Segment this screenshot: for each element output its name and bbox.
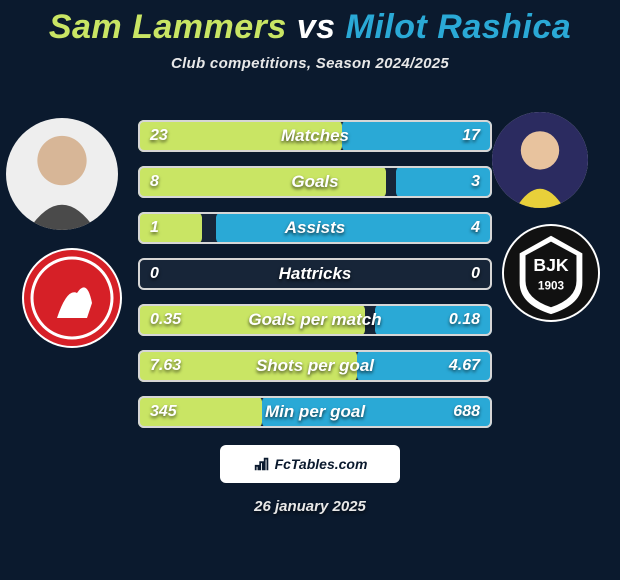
bar-fill-player2	[396, 166, 492, 198]
stat-row: 7.634.67Shots per goal	[138, 350, 492, 382]
site-logo: FcTables.com	[220, 445, 400, 483]
stat-bars: 2317Matches 83Goals 14Assists 0 0Hattricks 0.…	[138, 120, 492, 442]
bar-fill-player1	[138, 396, 262, 428]
bar-fill-player1	[138, 350, 357, 382]
stat-value-player1: 0	[150, 258, 159, 290]
bar-fill-player2	[216, 212, 492, 244]
footer-date: 26 january 2025	[0, 498, 620, 515]
bar-fill-player1	[138, 166, 386, 198]
vs-text: vs	[297, 8, 336, 46]
bar-fill-player1	[138, 120, 342, 152]
bar-fill-player1	[138, 304, 365, 336]
player1-avatar	[6, 118, 118, 230]
stat-row: 83Goals	[138, 166, 492, 198]
comparison-title: Sam Lammers vs Milot Rashica	[0, 0, 620, 47]
svg-text:BJK: BJK	[533, 255, 569, 275]
bar-border	[138, 258, 492, 290]
player2-name: Milot Rashica	[346, 8, 572, 46]
stat-value-player2: 0	[471, 258, 480, 290]
player1-club-crest	[22, 248, 122, 348]
bar-fill-player2	[342, 120, 492, 152]
site-name: FcTables.com	[275, 456, 368, 472]
svg-text:1903: 1903	[538, 280, 565, 293]
stat-row: 345688Min per goal	[138, 396, 492, 428]
subtitle: Club competitions, Season 2024/2025	[0, 55, 620, 72]
stat-row: 2317Matches	[138, 120, 492, 152]
stat-row: 0 0Hattricks	[138, 258, 492, 290]
player2-club-crest: BJK 1903	[502, 224, 600, 322]
player1-name: Sam Lammers	[49, 8, 287, 46]
stat-label: Hattricks	[138, 258, 492, 290]
bar-fill-player1	[138, 212, 202, 244]
bar-fill-player2	[357, 350, 492, 382]
chart-icon	[253, 455, 271, 473]
stat-row: 14Assists	[138, 212, 492, 244]
player2-avatar	[492, 112, 588, 208]
bar-fill-player2	[375, 304, 492, 336]
stat-row: 0.350.18Goals per match	[138, 304, 492, 336]
bar-fill-player2	[262, 396, 492, 428]
